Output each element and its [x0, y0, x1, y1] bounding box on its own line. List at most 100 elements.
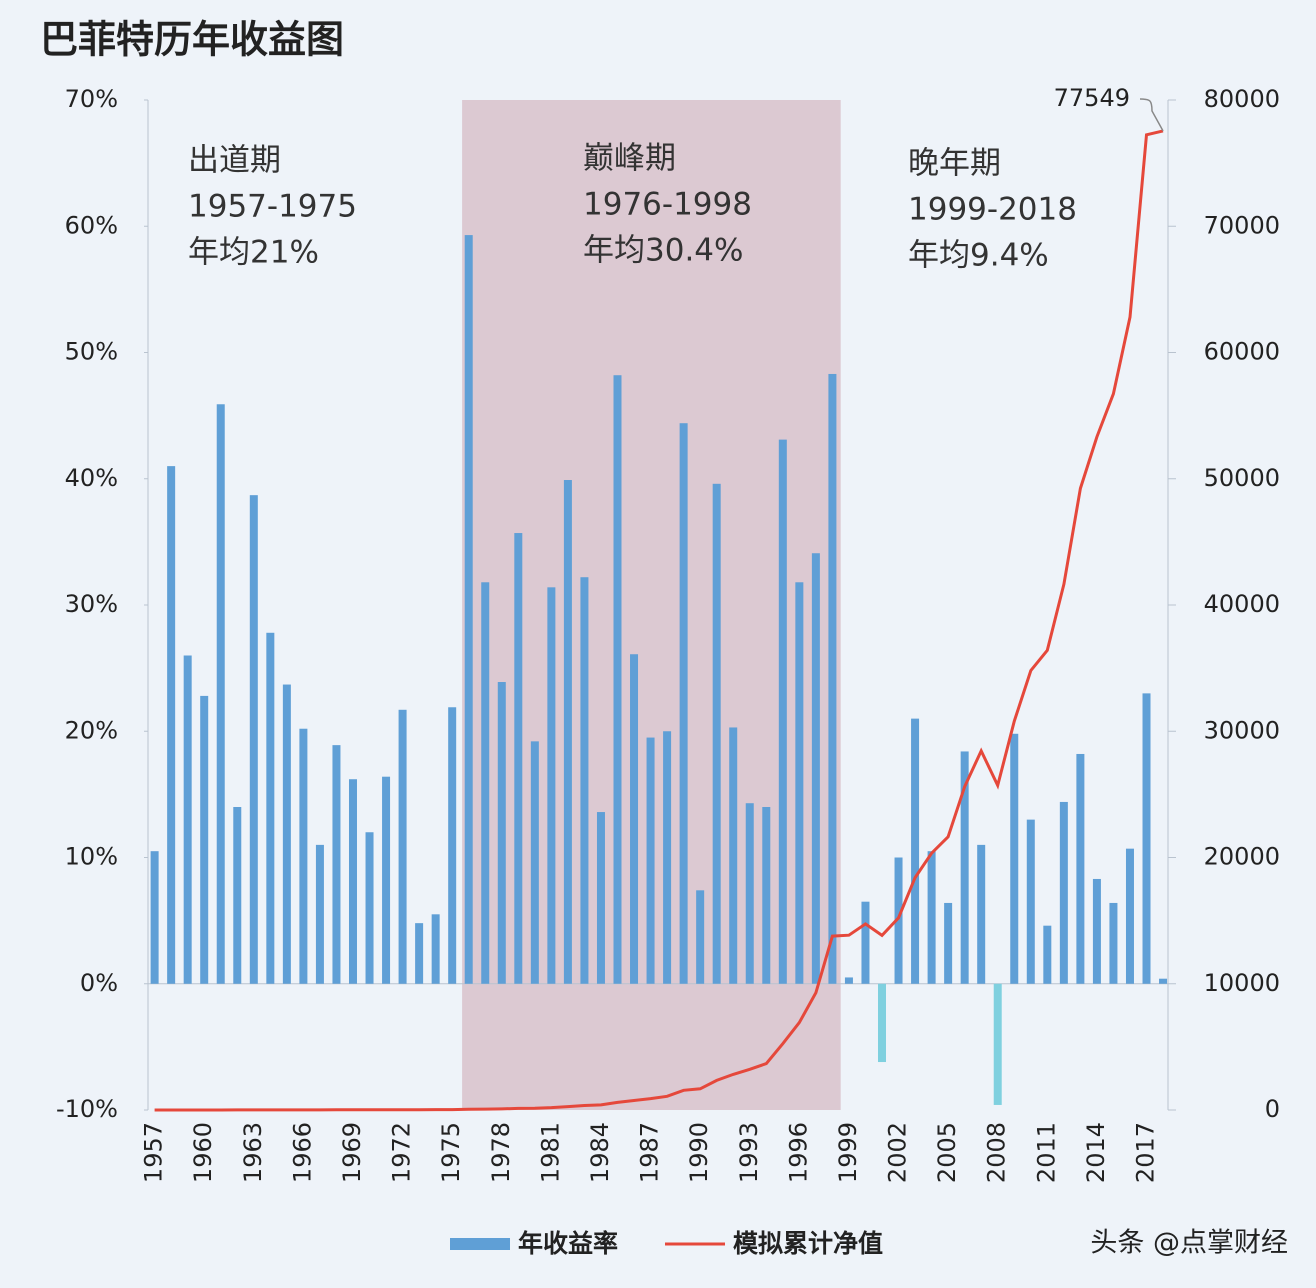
x-tick-label: 2005	[933, 1122, 961, 1183]
x-tick-label: 1996	[784, 1122, 812, 1183]
bar	[431, 914, 440, 984]
bar	[415, 923, 424, 984]
y2-tick-label: 0	[1265, 1095, 1280, 1123]
legend-label: 年收益率	[518, 1229, 618, 1258]
bar	[1092, 878, 1101, 984]
x-tick-label: 1972	[388, 1122, 416, 1183]
x-tick-label: 2014	[1082, 1122, 1110, 1183]
bar	[663, 731, 672, 984]
bar	[448, 707, 457, 984]
bar	[911, 718, 920, 984]
bar	[778, 439, 787, 984]
x-tick-label: 1960	[189, 1122, 217, 1183]
x-tick-label: 1999	[834, 1122, 862, 1183]
y2-tick-label: 10000	[1204, 969, 1280, 997]
period-annotation: 1957-1975	[188, 189, 357, 225]
bar	[1059, 801, 1068, 984]
bar	[464, 235, 473, 984]
y-tick-label: 60%	[65, 211, 118, 239]
bar	[216, 404, 225, 984]
bar	[613, 375, 622, 984]
bar	[1159, 978, 1168, 984]
x-tick-label: 1981	[536, 1122, 564, 1183]
line	[154, 129, 1164, 1112]
bar	[200, 695, 209, 984]
y2-tick-label: 80000	[1204, 85, 1280, 113]
bar	[977, 844, 986, 984]
bar	[745, 803, 754, 984]
bar	[1125, 848, 1134, 984]
bar	[679, 423, 688, 984]
bar	[547, 587, 556, 984]
bar	[563, 480, 572, 984]
data-label: 77549	[1054, 84, 1130, 112]
x-tick-label: 1969	[338, 1122, 366, 1183]
bar	[233, 807, 242, 984]
bar	[630, 654, 639, 984]
bar	[1142, 693, 1151, 984]
bar	[1043, 925, 1052, 984]
bar	[795, 582, 804, 984]
x-tick-label: 2017	[1132, 1122, 1160, 1183]
y2-tick-label: 70000	[1204, 211, 1280, 239]
x-tick-label: 2008	[983, 1122, 1011, 1183]
legend-swatch	[450, 1238, 510, 1250]
bar	[398, 709, 407, 984]
bar	[183, 655, 192, 984]
watermark: 头条 @点掌财经	[1090, 1228, 1288, 1259]
x-tick-label: 1966	[288, 1122, 316, 1183]
bar	[878, 983, 887, 1063]
bar	[348, 779, 357, 984]
period-annotation: 晚年期	[908, 146, 1001, 182]
chart-title: 巴菲特历年收益图	[40, 18, 344, 62]
period-annotation: 1999-2018	[908, 192, 1077, 228]
x-tick-label: 1975	[437, 1122, 465, 1183]
x-tick-label: 1963	[239, 1122, 267, 1183]
y-tick-label: 50%	[65, 338, 118, 366]
period-annotation: 年均9.4%	[908, 238, 1049, 274]
y-tick-label: -10%	[56, 1095, 118, 1123]
bar	[530, 741, 539, 984]
bar	[960, 751, 969, 984]
bar	[332, 745, 341, 984]
x-tick-label: 1987	[636, 1122, 664, 1183]
y2-tick-label: 50000	[1204, 464, 1280, 492]
y2-tick-label: 60000	[1204, 338, 1280, 366]
bar	[167, 466, 176, 984]
bar	[266, 632, 275, 984]
bar	[282, 684, 291, 984]
x-tick-label: 1978	[487, 1122, 515, 1183]
bar	[712, 483, 721, 984]
bar	[944, 902, 953, 984]
bar	[481, 582, 490, 984]
label-leader	[1139, 98, 1164, 132]
x-tick-label: 2002	[884, 1122, 912, 1183]
bar	[249, 495, 258, 984]
bar	[596, 812, 605, 984]
x-tick-label: 1990	[685, 1122, 713, 1183]
bar	[844, 977, 853, 984]
bar	[299, 728, 308, 984]
bar	[894, 857, 903, 984]
bar	[861, 901, 870, 984]
y-tick-label: 0%	[80, 969, 118, 997]
bar	[828, 373, 837, 984]
y-tick-label: 20%	[65, 716, 118, 744]
y-tick-label: 30%	[65, 590, 118, 618]
y-tick-label: 40%	[65, 464, 118, 492]
period-annotation: 年均30.4%	[583, 233, 743, 269]
bar	[811, 553, 820, 984]
bar	[1010, 733, 1019, 984]
bar	[696, 890, 705, 984]
y2-tick-label: 30000	[1204, 716, 1280, 744]
bar	[1076, 753, 1085, 984]
period-annotation: 年均21%	[188, 235, 319, 271]
bar	[382, 776, 391, 984]
x-tick-label: 1984	[586, 1122, 614, 1183]
bar	[315, 844, 324, 984]
legend-label: 模拟累计净值	[733, 1229, 883, 1258]
y-tick-label: 70%	[65, 85, 118, 113]
bar	[497, 682, 506, 984]
period-annotation: 巅峰期	[583, 141, 676, 177]
